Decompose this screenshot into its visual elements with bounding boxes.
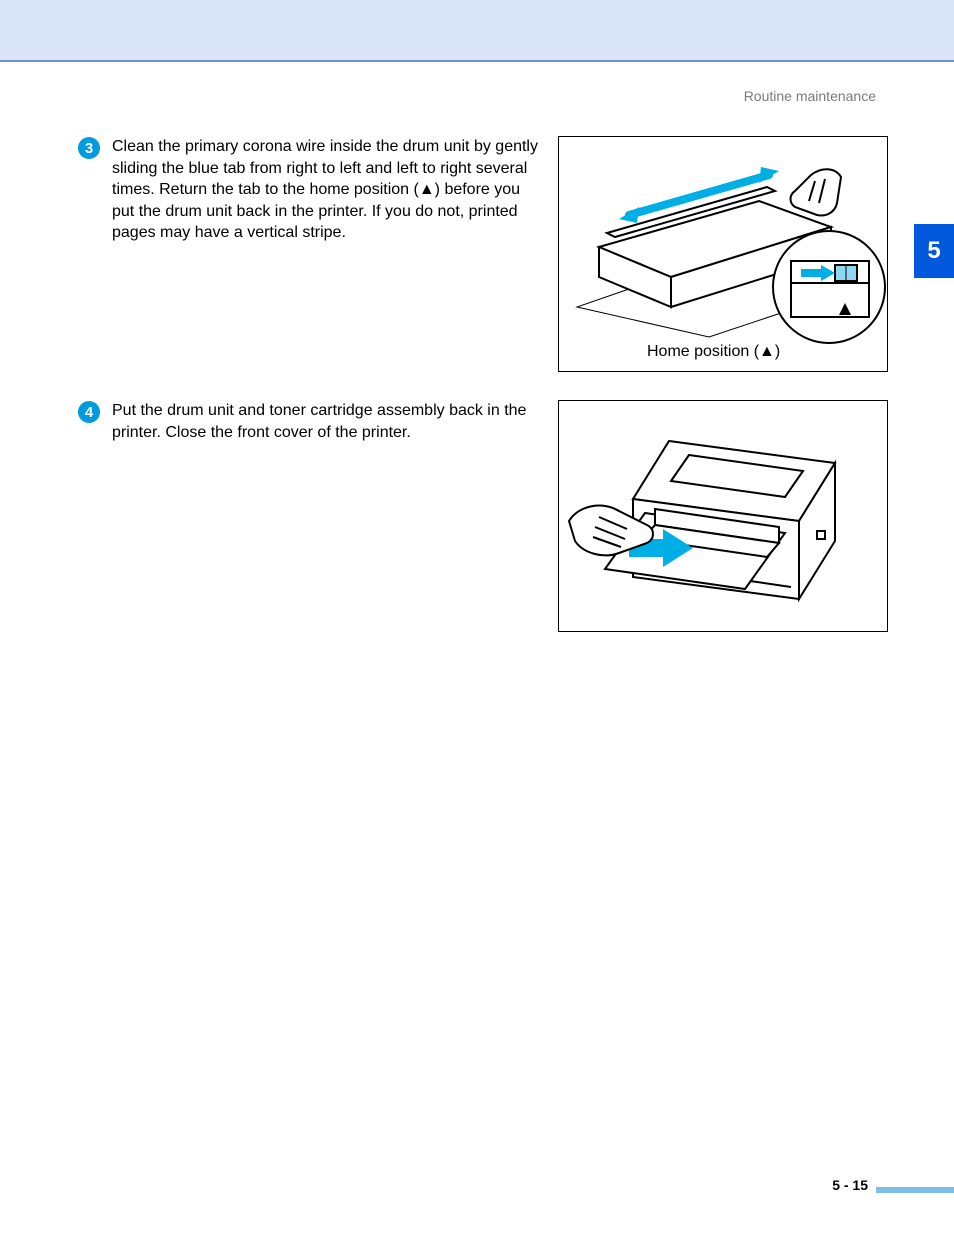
step-number-badge: 4	[78, 401, 100, 423]
figure-caption: Home position (▲)	[647, 343, 780, 361]
page-number: 5 - 15	[832, 1177, 868, 1193]
step-figure: Home position (▲)	[558, 136, 888, 372]
instruction-step: 3 Clean the primary corona wire inside t…	[78, 136, 898, 372]
footer-accent-bar	[876, 1187, 954, 1193]
header-rule	[0, 60, 954, 62]
step-figure	[558, 400, 888, 632]
instruction-step: 4 Put the drum unit and toner cartridge …	[78, 400, 898, 632]
step-text: Put the drum unit and toner cartridge as…	[112, 400, 542, 632]
step-number-badge: 3	[78, 137, 100, 159]
chapter-number: 5	[927, 237, 940, 265]
step-text: Clean the primary corona wire inside the…	[112, 136, 542, 372]
chapter-tab: 5	[914, 224, 954, 278]
header-band	[0, 0, 954, 60]
content-area: 3 Clean the primary corona wire inside t…	[78, 136, 898, 660]
running-header: Routine maintenance	[744, 88, 876, 104]
drum-unit-illustration	[559, 137, 889, 373]
printer-illustration	[559, 401, 889, 633]
